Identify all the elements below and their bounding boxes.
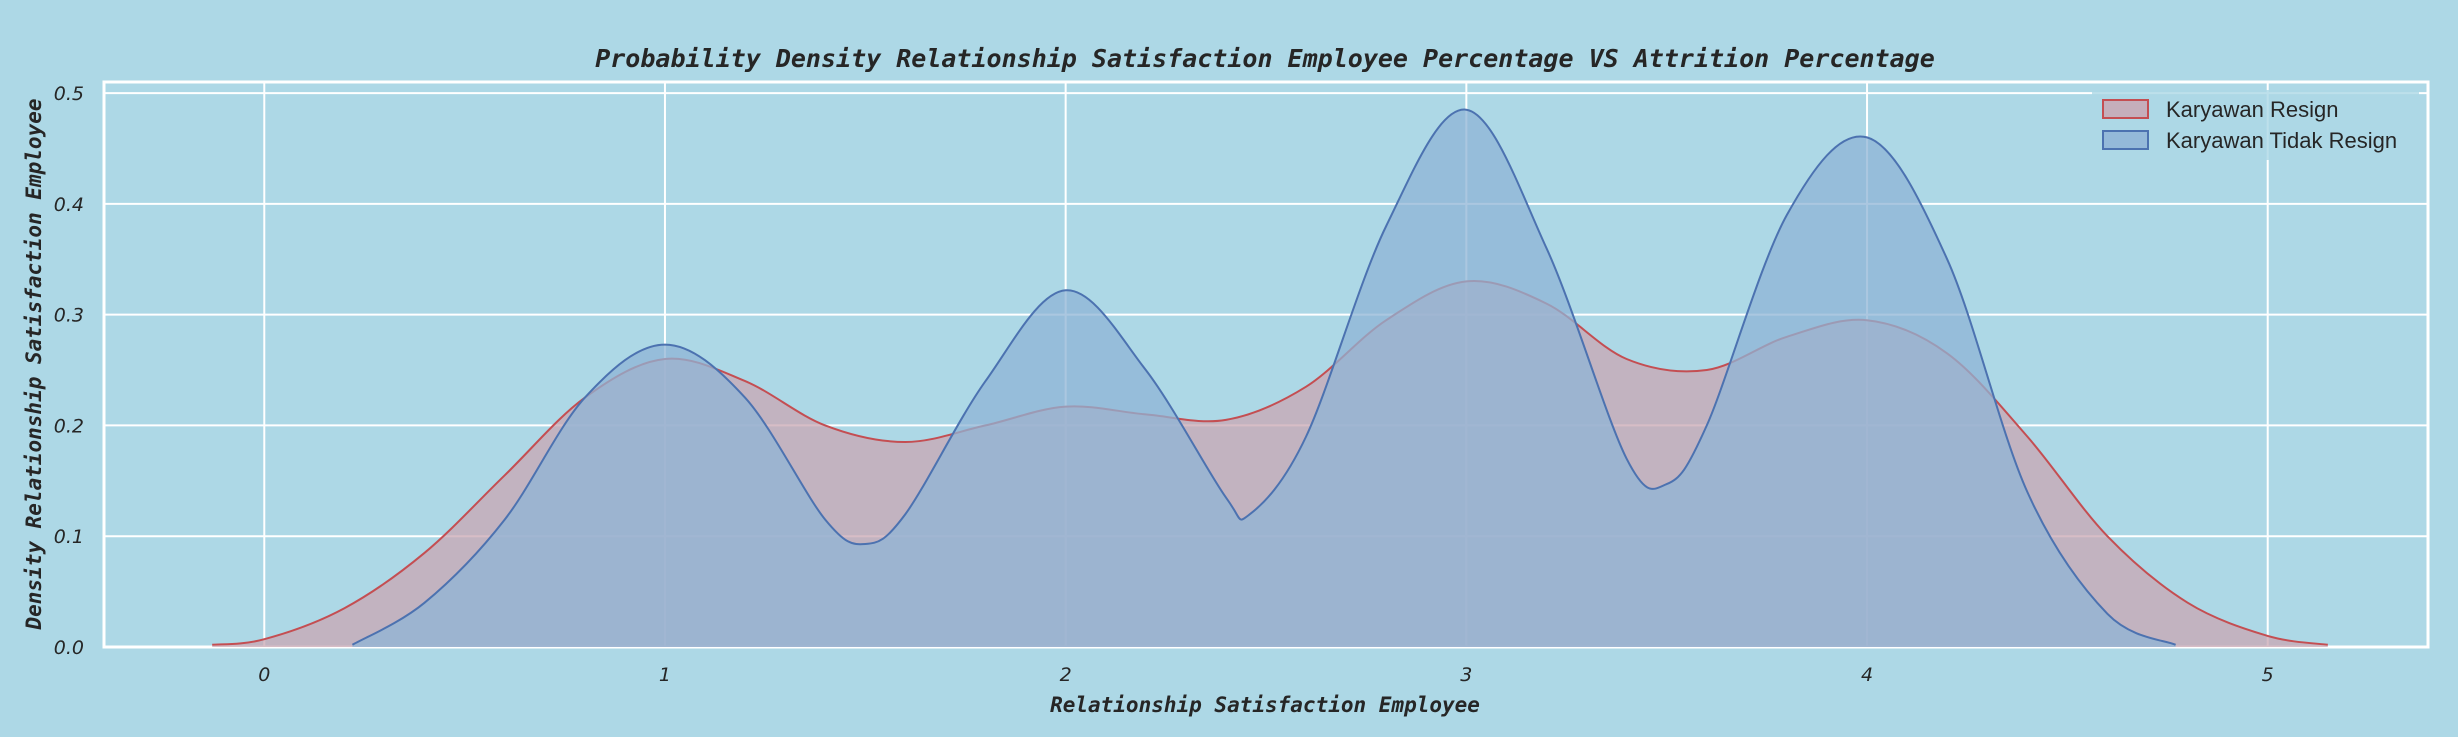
x-tick-label: 2	[1060, 664, 1072, 686]
y-tick-label: 0.1	[54, 526, 84, 548]
x-tick-label: 4	[1861, 664, 1873, 686]
legend-swatch-resign	[2102, 99, 2149, 119]
y-tick-label: 0.5	[54, 83, 84, 105]
y-tick-label: 0.0	[54, 637, 84, 659]
legend: Karyawan Resign Karyawan Tidak Resign	[2092, 90, 2419, 160]
y-axis-label: Density Relationship Satisfaction Employ…	[22, 98, 46, 630]
chart-title: Probability Density Relationship Satisfa…	[595, 44, 1935, 73]
legend-label-tidak-resign: Karyawan Tidak Resign	[2166, 128, 2397, 153]
legend-label-resign: Karyawan Resign	[2166, 97, 2338, 122]
legend-swatch-tidak-resign	[2102, 130, 2149, 150]
x-tick-label: 3	[1460, 664, 1472, 686]
x-tick-label: 0	[258, 664, 270, 686]
density-series	[212, 108, 2328, 648]
axis-ticks: 0 1 2 3 4 5 0.0 0.1 0.2 0.3 0.4 0.5	[54, 83, 2274, 686]
density-line-1	[351, 108, 2177, 646]
x-tick-label: 5	[2262, 664, 2274, 686]
legend-item-resign: Karyawan Resign	[2102, 97, 2338, 122]
legend-item-tidak-resign: Karyawan Tidak Resign	[2102, 128, 2397, 153]
y-tick-label: 0.2	[54, 415, 84, 437]
y-tick-label: 0.4	[54, 194, 84, 216]
x-tick-label: 1	[659, 664, 671, 686]
y-tick-label: 0.3	[54, 305, 84, 327]
x-axis-label: Relationship Satisfaction Employee	[1050, 693, 1480, 717]
density-area-1	[352, 109, 2176, 648]
